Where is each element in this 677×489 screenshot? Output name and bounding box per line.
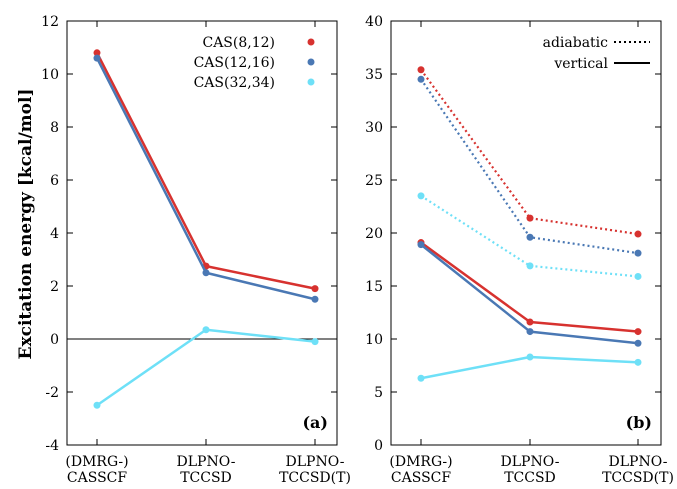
- series-line-a-2: [96, 328, 316, 407]
- y-tick-label-a: 12: [41, 14, 59, 30]
- data-point-b-1: [526, 233, 534, 241]
- data-point-a-0: [93, 49, 101, 57]
- y-tick-label-a: 8: [50, 120, 59, 136]
- data-point-b-3: [526, 318, 534, 326]
- y-tick-label-a: 0: [50, 332, 59, 348]
- y-tick-label-b: 25: [365, 173, 383, 189]
- series-line-b-3: [420, 241, 639, 333]
- legend-label: adiabatic: [543, 35, 609, 51]
- x-category-label-a: TCCSD(T): [279, 470, 351, 486]
- y-tick-label-b: 35: [365, 67, 383, 83]
- data-point-a-2: [311, 338, 319, 346]
- data-point-b-4: [634, 339, 642, 347]
- x-category-label-a: TCCSD: [180, 470, 232, 486]
- y-tick-label-a: 10: [41, 67, 59, 83]
- data-point-b-5: [417, 374, 425, 382]
- y-tick-label-a: -4: [45, 438, 59, 454]
- panel-label-a: (a): [302, 413, 328, 432]
- y-tick-label-b: 0: [374, 438, 383, 454]
- legend-marker: [307, 58, 315, 66]
- x-category-label-a: DLPNO-: [286, 454, 345, 470]
- x-category-label-b: TCCSD(T): [602, 470, 674, 486]
- x-category-label-a: DLPNO-: [177, 454, 236, 470]
- data-point-b-2: [526, 262, 534, 270]
- data-point-a-2: [202, 326, 210, 334]
- panel-label-b: (b): [626, 413, 652, 432]
- data-point-a-2: [93, 401, 101, 409]
- data-point-b-3: [634, 328, 642, 336]
- y-tick-label-b: 20: [365, 226, 383, 242]
- panel-b: 0510152025303540(DMRG-)CASSCFDLPNO-TCCSD…: [365, 14, 674, 486]
- x-category-label-a: (DMRG-): [65, 454, 128, 470]
- legend-marker: [307, 78, 315, 86]
- x-category-label-b: DLPNO-: [609, 454, 668, 470]
- data-point-b-5: [634, 358, 642, 366]
- legend-label: CAS(32,34): [194, 75, 275, 91]
- data-point-b-0: [634, 230, 642, 238]
- y-tick-label-b: 40: [365, 14, 383, 30]
- legend-marker: [307, 38, 315, 46]
- y-tick-label-a: 2: [50, 279, 59, 295]
- data-point-a-1: [202, 269, 210, 277]
- data-point-b-1: [417, 75, 425, 83]
- y-tick-label-b: 5: [374, 385, 383, 401]
- data-point-b-4: [417, 241, 425, 249]
- data-point-b-0: [417, 66, 425, 74]
- data-point-a-1: [311, 295, 319, 303]
- y-tick-label-b: 15: [365, 279, 383, 295]
- series-line-b-1: [420, 78, 639, 255]
- panel-a: -4-2024681012(DMRG-)CASSCFDLPNO-TCCSDDLP…: [41, 14, 351, 486]
- x-category-label-b: TCCSD: [504, 470, 556, 486]
- y-tick-label-b: 10: [365, 332, 383, 348]
- x-category-label-b: CASSCF: [391, 470, 451, 486]
- legend-label: CAS(12,16): [194, 55, 275, 71]
- y-tick-label-a: 6: [50, 173, 59, 189]
- series-line-b-2: [420, 194, 639, 278]
- data-point-b-4: [526, 328, 534, 336]
- legend-label: CAS(8,12): [202, 35, 275, 51]
- y-axis-label: Excitation energy [kcal/mol]: [16, 88, 36, 359]
- y-tick-label-a: 4: [50, 226, 59, 242]
- data-point-b-5: [526, 353, 534, 361]
- data-point-b-1: [634, 249, 642, 257]
- y-tick-label-a: -2: [45, 385, 59, 401]
- data-point-b-2: [417, 192, 425, 200]
- data-point-b-2: [634, 272, 642, 280]
- x-category-label-b: (DMRG-): [389, 454, 452, 470]
- x-category-label-b: DLPNO-: [501, 454, 560, 470]
- x-category-label-a: CASSCF: [67, 470, 127, 486]
- data-point-a-1: [93, 54, 101, 62]
- y-tick-label-b: 30: [365, 120, 383, 136]
- legend-label: vertical: [553, 56, 608, 72]
- series-line-b-0: [420, 69, 639, 236]
- data-point-a-0: [311, 285, 319, 293]
- data-point-b-0: [526, 214, 534, 222]
